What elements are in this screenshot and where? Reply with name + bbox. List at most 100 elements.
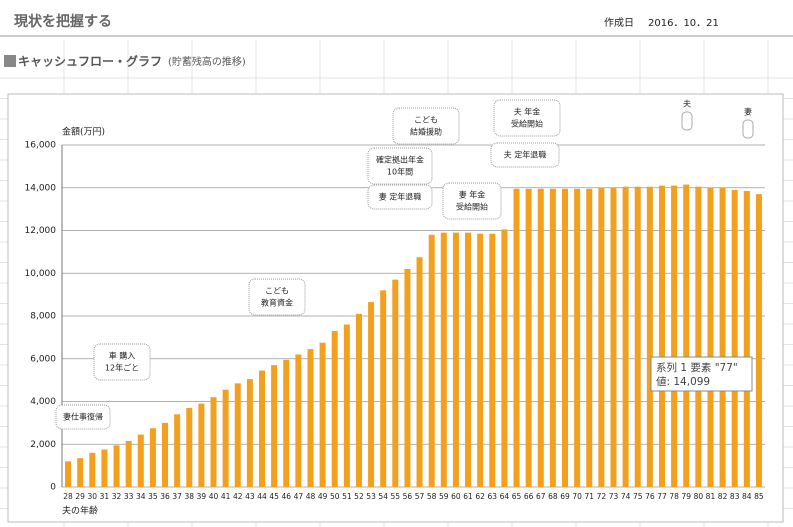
x-tick-label: 39 <box>197 492 207 501</box>
x-tick-label: 51 <box>342 492 352 501</box>
x-tick-label: 40 <box>209 492 219 501</box>
created-date: 2016．10．21 <box>648 18 719 29</box>
bar <box>392 279 399 487</box>
bar <box>295 354 302 487</box>
x-tick-label: 38 <box>184 492 194 501</box>
x-tick-label: 36 <box>160 492 170 501</box>
bar <box>404 268 411 487</box>
callout-text: こども <box>265 287 289 296</box>
bar <box>755 194 762 487</box>
callout <box>93 343 151 381</box>
y-tick-label: 4,000 <box>30 397 56 407</box>
bar <box>719 187 726 487</box>
callout-text: 妻仕事復帰 <box>63 412 103 422</box>
bar <box>489 233 496 487</box>
bar <box>89 452 96 487</box>
bar <box>186 407 193 487</box>
x-tick-label: 73 <box>609 492 619 501</box>
bar <box>586 188 593 487</box>
y-tick-label: 12,000 <box>25 226 57 236</box>
x-tick-label: 85 <box>754 492 764 501</box>
x-tick-label: 65 <box>512 492 522 501</box>
bar <box>125 441 132 487</box>
tooltip <box>650 356 753 392</box>
bar <box>380 290 387 487</box>
x-tick-label: 47 <box>294 492 304 501</box>
x-tick-label: 78 <box>669 492 679 501</box>
x-tick-label: 84 <box>742 492 752 501</box>
callout-text: 確定拠出年金 <box>376 155 424 165</box>
callout-text: 10年間 <box>387 167 413 177</box>
x-tick-label: 76 <box>645 492 655 501</box>
x-tick-label: 69 <box>560 492 570 501</box>
x-tick-label: 46 <box>281 492 291 501</box>
bar <box>174 414 181 487</box>
callout-text: 車 購入 <box>109 351 136 361</box>
y-tick-label: 8,000 <box>30 312 56 322</box>
y-tick-label: 6,000 <box>30 354 56 364</box>
y-tick-label: 10,000 <box>25 269 57 279</box>
x-tick-label: 33 <box>124 492 134 501</box>
y-tick-label: 14,000 <box>25 183 57 193</box>
bar <box>416 257 423 487</box>
callout <box>442 182 502 220</box>
callout <box>367 147 433 185</box>
section-subtitle: (貯蓄残高の推移) <box>168 55 246 68</box>
bar <box>537 188 544 487</box>
bar <box>343 324 350 487</box>
bar <box>258 370 265 487</box>
callout <box>490 142 560 168</box>
callout <box>367 184 433 210</box>
x-tick-label: 71 <box>584 492 594 501</box>
bar <box>271 365 278 487</box>
bar <box>477 233 484 487</box>
bar <box>731 189 738 487</box>
x-tick-label: 30 <box>88 492 98 501</box>
callout-text: こども <box>414 116 438 125</box>
bar <box>695 186 702 487</box>
bar <box>198 403 205 487</box>
x-tick-label: 58 <box>427 492 437 501</box>
bar <box>368 302 375 487</box>
callout <box>392 107 460 145</box>
x-tick-label: 28 <box>63 492 73 501</box>
x-tick-label: 64 <box>500 492 510 501</box>
bar <box>428 234 435 487</box>
bar <box>234 383 241 487</box>
bar <box>283 359 290 487</box>
x-tick-label: 77 <box>657 492 667 501</box>
bar <box>246 379 253 487</box>
marker-label: 妻 <box>744 107 752 117</box>
bar <box>525 188 532 487</box>
bar <box>610 187 617 487</box>
tooltip-text: 値: 14,099 <box>656 375 710 388</box>
x-tick-label: 43 <box>245 492 255 501</box>
bar <box>307 349 314 487</box>
x-tick-label: 44 <box>257 492 267 501</box>
x-tick-label: 32 <box>112 492 122 501</box>
bar <box>65 461 72 487</box>
x-tick-label: 72 <box>597 492 607 501</box>
bar <box>149 428 156 487</box>
x-axis-label: 夫の年齢 <box>62 505 98 517</box>
x-tick-label: 55 <box>391 492 401 501</box>
x-tick-label: 60 <box>451 492 461 501</box>
callout <box>248 278 306 316</box>
bar <box>355 313 362 487</box>
x-tick-label: 56 <box>403 492 413 501</box>
x-tick-label: 35 <box>148 492 158 501</box>
bar <box>562 188 569 487</box>
bar <box>113 445 120 487</box>
marker-label: 夫 <box>683 99 691 109</box>
bar <box>549 188 556 487</box>
x-tick-label: 57 <box>415 492 425 501</box>
y-tick-label: 16,000 <box>25 141 57 151</box>
bar <box>440 232 447 487</box>
callout-text: 受給開始 <box>511 119 543 129</box>
bar <box>465 232 472 487</box>
x-tick-label: 81 <box>706 492 716 501</box>
x-tick-label: 70 <box>572 492 582 501</box>
callout-text: 教育資金 <box>261 298 293 308</box>
bar <box>634 186 641 487</box>
